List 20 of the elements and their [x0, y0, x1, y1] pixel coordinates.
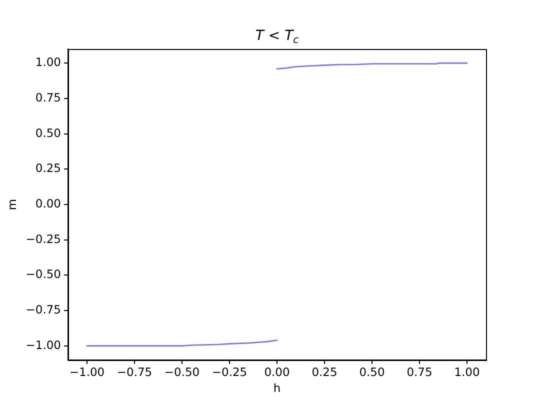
- x-tick-label: −1.00: [69, 364, 105, 379]
- y-axis-title: m: [4, 198, 19, 210]
- x-tick-label: −0.75: [116, 364, 152, 379]
- y-tick-label: −0.75: [26, 302, 61, 317]
- y-tick-label: −0.50: [26, 267, 61, 282]
- y-tick-label: 1.00: [35, 55, 61, 70]
- x-tick-label: 0.50: [359, 364, 385, 379]
- x-tick-label: 0.00: [264, 364, 290, 379]
- x-tick-label: −0.25: [212, 364, 248, 379]
- y-tick-label: 0.00: [35, 196, 61, 210]
- y-tick-label: −1.00: [26, 338, 61, 352]
- x-tick-label: 0.25: [312, 364, 338, 379]
- y-tick-label: −0.25: [26, 232, 61, 246]
- x-tick-label: 1.00: [454, 364, 480, 379]
- y-tick-label: 0.50: [35, 126, 61, 140]
- y-tick-label: 0.75: [35, 90, 61, 104]
- y-tick-label: 0.25: [35, 161, 61, 176]
- x-axis-title: h: [273, 381, 281, 396]
- x-tick-label: −0.50: [164, 364, 200, 379]
- x-tick-label: 0.75: [406, 364, 432, 379]
